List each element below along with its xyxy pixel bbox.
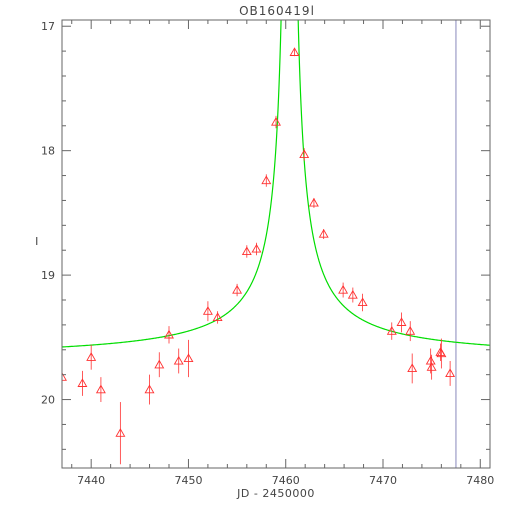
data-point-8 [173, 355, 184, 365]
x-axis-label: JD - 2450000 [236, 487, 315, 500]
plot-contents [62, 20, 490, 468]
data-point-7 [164, 329, 174, 339]
data-point-9 [183, 353, 194, 363]
data-point-22 [347, 289, 358, 299]
data-point-12 [232, 284, 243, 294]
data-point-0 [62, 372, 67, 381]
data-point-3 [95, 384, 106, 394]
chart-title: OB160419l [239, 4, 315, 18]
plot-frame [61, 19, 491, 469]
data-point-15 [261, 175, 272, 185]
x-tick-label: 7470 [369, 474, 397, 487]
data-point-26 [405, 325, 416, 335]
model-curve [62, 20, 490, 348]
data-point-4 [115, 428, 126, 437]
data-point-2 [86, 352, 97, 361]
data-point-27 [407, 363, 418, 373]
data-point-14 [251, 243, 262, 253]
data-point-1 [77, 378, 88, 387]
y-tick-label: 20 [41, 394, 55, 407]
data-point-11 [212, 312, 223, 322]
data-point-17 [289, 47, 300, 56]
x-tick-label: 7480 [466, 474, 494, 487]
data-point-20 [318, 228, 329, 238]
data-point-23 [357, 297, 368, 307]
data-point-29 [426, 362, 437, 371]
data-point-21 [338, 284, 349, 294]
data-point-18 [299, 149, 310, 159]
x-tick-label: 7460 [272, 474, 300, 487]
y-tick-label: 17 [41, 20, 55, 33]
data-point-24 [386, 325, 397, 335]
data-point-16 [271, 116, 281, 126]
x-tick-label: 7450 [174, 474, 202, 487]
data-point-10 [202, 306, 213, 315]
y-tick-label: 19 [41, 269, 55, 282]
plot-area [62, 20, 490, 468]
data-point-32 [445, 368, 456, 378]
x-tick-label: 7440 [77, 474, 105, 487]
data-point-19 [308, 197, 319, 207]
data-point-31 [436, 348, 447, 358]
data-point-13 [241, 246, 252, 256]
axes: 7440 7450 7460 7470 7480 17 18 19 20 [41, 19, 494, 487]
data-point-25 [396, 317, 407, 326]
y-axis-label: I [35, 235, 39, 248]
data-point-6 [154, 359, 165, 369]
data-point-5 [144, 384, 155, 394]
y-tick-label: 18 [41, 145, 55, 158]
